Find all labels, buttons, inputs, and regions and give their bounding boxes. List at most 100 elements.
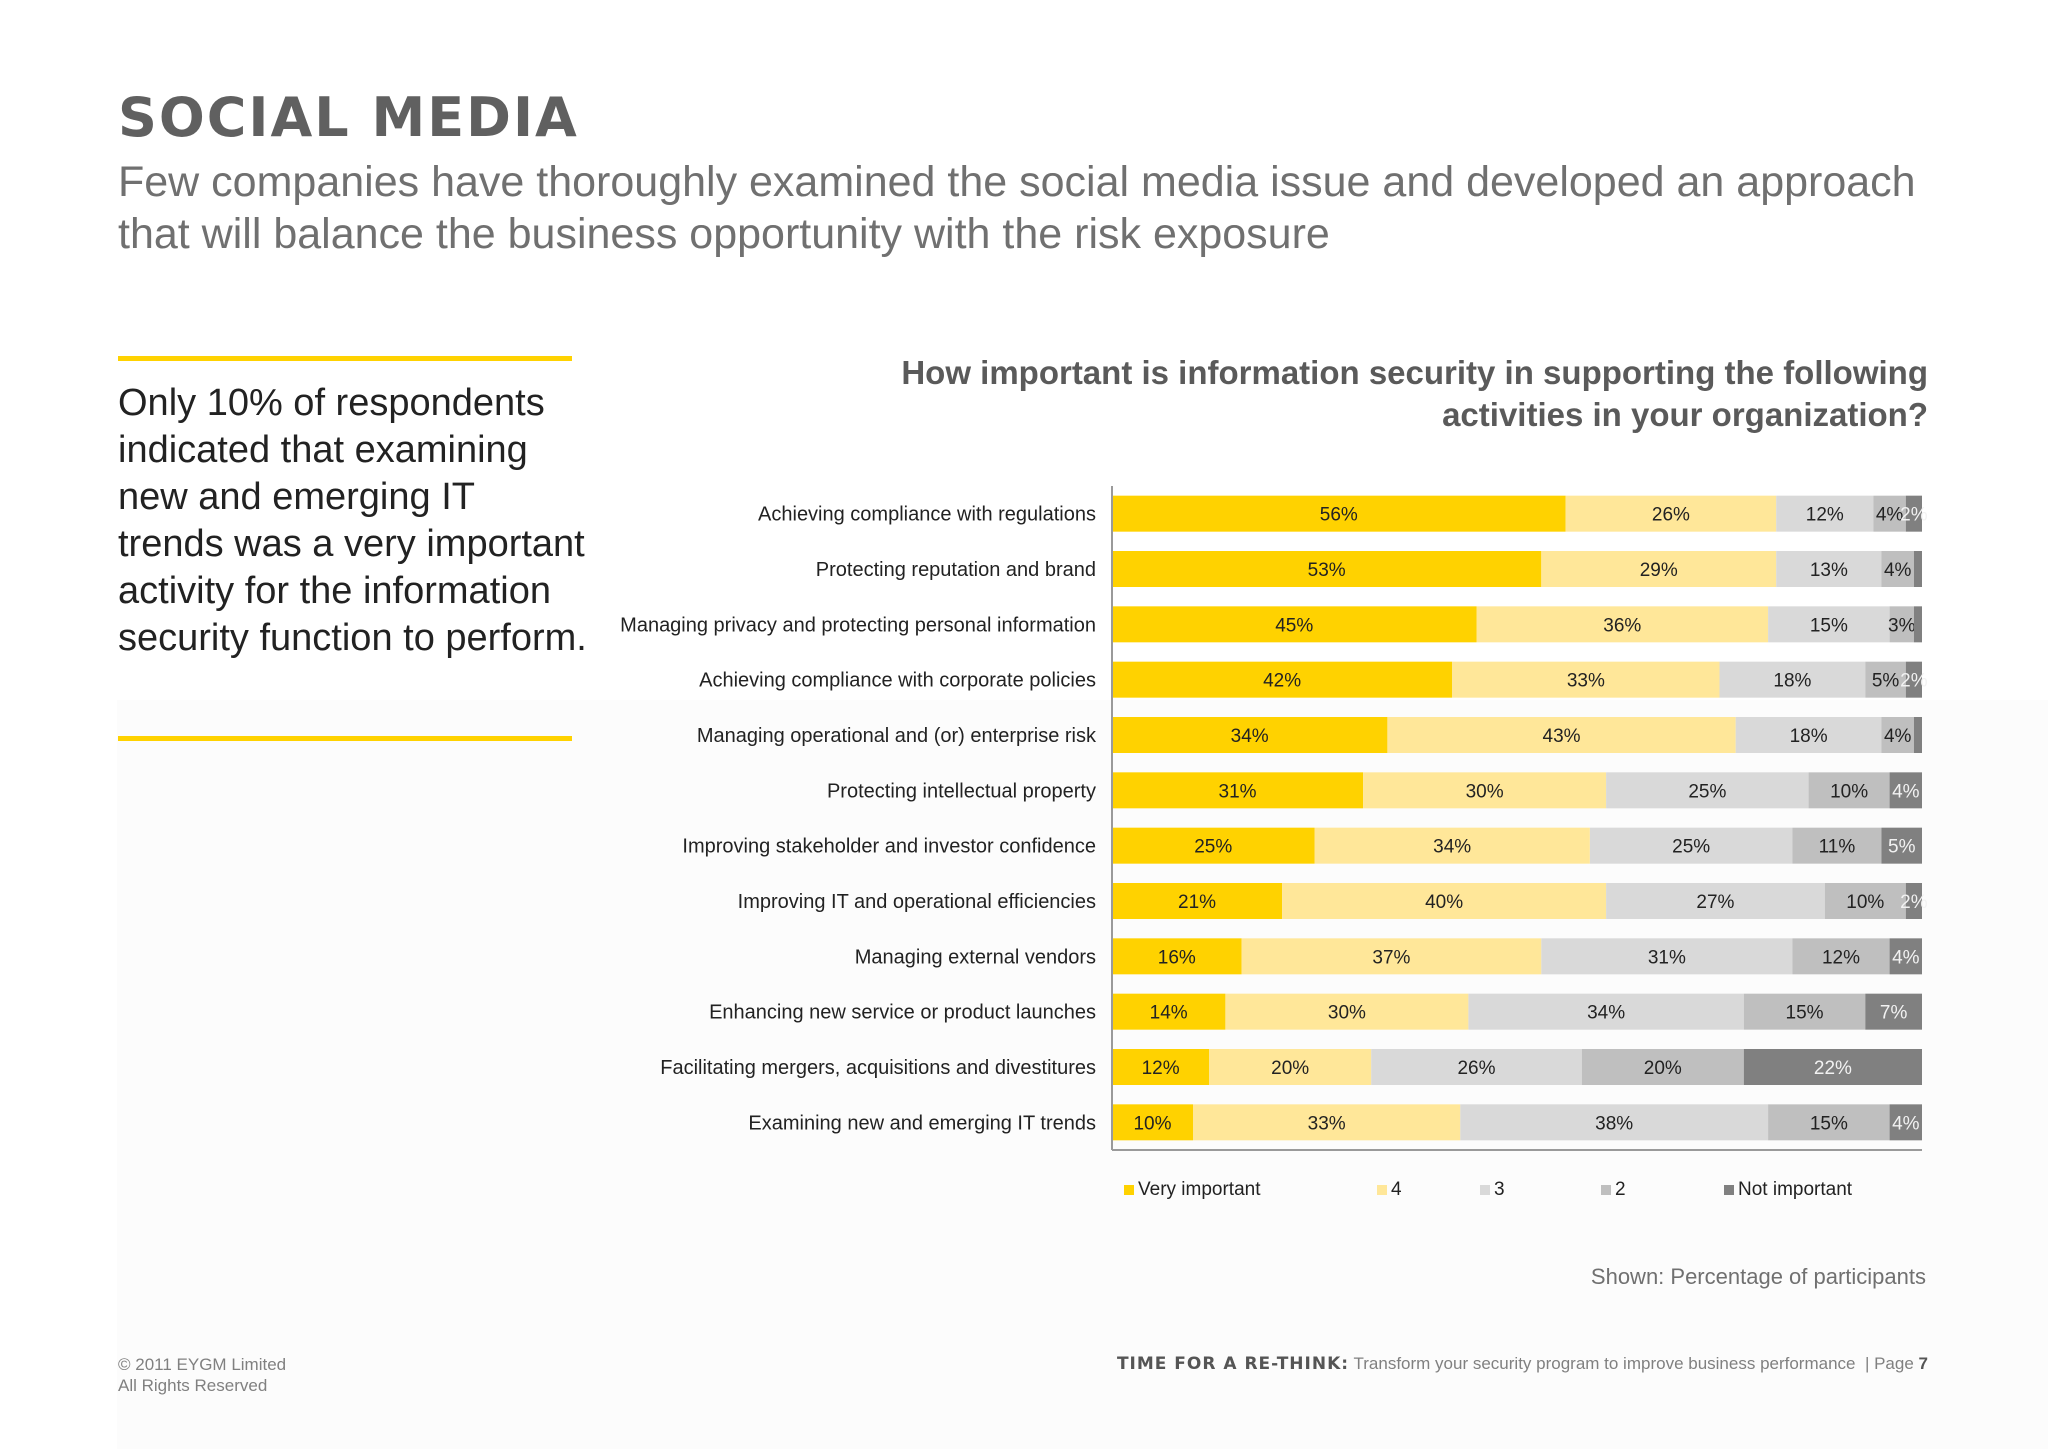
bar-segment bbox=[1565, 495, 1777, 532]
legend-swatch bbox=[1601, 1185, 1611, 1195]
bar-segment bbox=[1112, 883, 1283, 919]
bar-segment bbox=[1112, 993, 1226, 1030]
bar-segment bbox=[1460, 1104, 1769, 1141]
data-label: 25% bbox=[1194, 837, 1232, 858]
data-label: 13% bbox=[1810, 560, 1848, 581]
bar-segment bbox=[1889, 606, 1914, 643]
bar-segment bbox=[1743, 1049, 1922, 1085]
bar-segment bbox=[1112, 938, 1242, 975]
data-label: 34% bbox=[1433, 837, 1471, 858]
data-label: 15% bbox=[1786, 1003, 1824, 1024]
source-note: Shown: Percentage of participants bbox=[1590, 1264, 1926, 1289]
data-label: 12% bbox=[1822, 947, 1860, 968]
footer: Time for a re-think: Transform your secu… bbox=[1117, 1354, 1928, 1374]
data-label: 4% bbox=[1884, 560, 1912, 581]
data-label: 31% bbox=[1219, 781, 1257, 802]
category-label: Managing privacy and protecting personal… bbox=[620, 614, 1096, 636]
copyright-line-1: © 2011 EYGM Limited bbox=[118, 1355, 287, 1374]
data-label: 10% bbox=[1830, 781, 1868, 802]
bar-segment bbox=[1209, 1049, 1372, 1085]
data-label: 15% bbox=[1810, 1113, 1848, 1134]
data-label: 12% bbox=[1806, 505, 1844, 526]
data-label: 3% bbox=[1888, 615, 1916, 636]
copyright: © 2011 EYGM Limited All Rights Reserved bbox=[118, 1354, 286, 1396]
bar-segment bbox=[1776, 495, 1874, 532]
bar-segment bbox=[1913, 717, 1922, 753]
bar-segment bbox=[1112, 661, 1453, 698]
legend-swatch bbox=[1124, 1185, 1134, 1195]
bar-segment bbox=[1768, 606, 1890, 643]
bar-segment bbox=[1112, 1049, 1210, 1085]
data-label: 37% bbox=[1372, 947, 1410, 968]
data-label: 18% bbox=[1773, 671, 1811, 692]
bar-segment bbox=[1889, 772, 1922, 809]
slide-subtitle: Few companies have thoroughly examined t… bbox=[118, 158, 1916, 258]
bar-segment bbox=[1792, 827, 1882, 864]
data-label: 34% bbox=[1231, 726, 1269, 747]
bar-segment bbox=[1905, 495, 1922, 532]
data-label: 2% bbox=[1900, 505, 1928, 526]
category-label: Managing external vendors bbox=[855, 946, 1096, 968]
data-label: 12% bbox=[1142, 1058, 1180, 1079]
data-label: 5% bbox=[1872, 671, 1900, 692]
bar-segment bbox=[1581, 1049, 1744, 1085]
data-label: 7% bbox=[1880, 1003, 1908, 1024]
data-label: 42% bbox=[1263, 671, 1301, 692]
bar-segment bbox=[1112, 606, 1477, 643]
data-label: 25% bbox=[1688, 781, 1726, 802]
bar-segment bbox=[1371, 1049, 1582, 1085]
legend-swatch bbox=[1724, 1185, 1734, 1195]
data-label: 18% bbox=[1790, 726, 1828, 747]
data-label: 30% bbox=[1466, 781, 1504, 802]
bar-segment bbox=[1913, 551, 1922, 587]
bar-segment bbox=[1905, 883, 1922, 919]
data-label: 10% bbox=[1133, 1113, 1171, 1134]
bar-segment bbox=[1541, 938, 1793, 975]
data-label: 56% bbox=[1320, 505, 1358, 526]
bar-segment bbox=[1193, 1104, 1461, 1141]
legend-label: 3 bbox=[1494, 1179, 1505, 1200]
bar-segment bbox=[1112, 717, 1388, 753]
bar-segment bbox=[1112, 1104, 1193, 1141]
data-label: 36% bbox=[1603, 615, 1641, 636]
data-label: 43% bbox=[1543, 726, 1581, 747]
bar-segment bbox=[1282, 883, 1607, 919]
bar-segment bbox=[1776, 551, 1882, 587]
bar-segment bbox=[1606, 883, 1825, 919]
bar-segment bbox=[1881, 551, 1914, 587]
data-label: 26% bbox=[1457, 1058, 1495, 1079]
bar-segment bbox=[1541, 551, 1777, 587]
bar-segment bbox=[1768, 1104, 1890, 1141]
category-label: Managing operational and (or) enterprise… bbox=[697, 725, 1097, 747]
footer-page-number: 7 bbox=[1918, 1354, 1928, 1373]
data-label: 2% bbox=[1900, 892, 1928, 913]
category-label: Examining new and emerging IT trends bbox=[748, 1112, 1096, 1134]
data-label: 4% bbox=[1884, 726, 1912, 747]
footer-text: Transform your security program to impro… bbox=[1353, 1354, 1856, 1373]
category-label: Improving IT and operational efficiencie… bbox=[738, 891, 1096, 913]
bar-segment bbox=[1873, 495, 1906, 532]
legend-label: 2 bbox=[1615, 1179, 1626, 1200]
bar-segment bbox=[1743, 993, 1866, 1030]
category-label: Achieving compliance with regulations bbox=[758, 504, 1096, 526]
bar-segment bbox=[1865, 993, 1922, 1030]
bar-segment bbox=[1808, 772, 1890, 809]
slide-title: SOCIAL MEDIA bbox=[118, 86, 579, 149]
bar-segment bbox=[1225, 993, 1469, 1030]
data-label: 14% bbox=[1150, 1003, 1188, 1024]
chart-title: How important is information security in… bbox=[901, 354, 1928, 433]
data-label: 4% bbox=[1892, 947, 1920, 968]
data-label: 11% bbox=[1819, 837, 1856, 858]
bar-segment bbox=[1468, 993, 1744, 1030]
data-label: 5% bbox=[1888, 837, 1916, 858]
bar-segment bbox=[1112, 772, 1364, 809]
data-label: 4% bbox=[1892, 1113, 1920, 1134]
data-label: 38% bbox=[1595, 1113, 1633, 1134]
category-label: Facilitating mergers, acquisitions and d… bbox=[660, 1057, 1096, 1079]
data-label: 20% bbox=[1644, 1058, 1682, 1079]
category-label: Enhancing new service or product launche… bbox=[709, 1002, 1096, 1024]
data-label: 15% bbox=[1810, 615, 1848, 636]
category-label: Protecting reputation and brand bbox=[816, 559, 1096, 581]
bar-segment bbox=[1824, 883, 1906, 919]
